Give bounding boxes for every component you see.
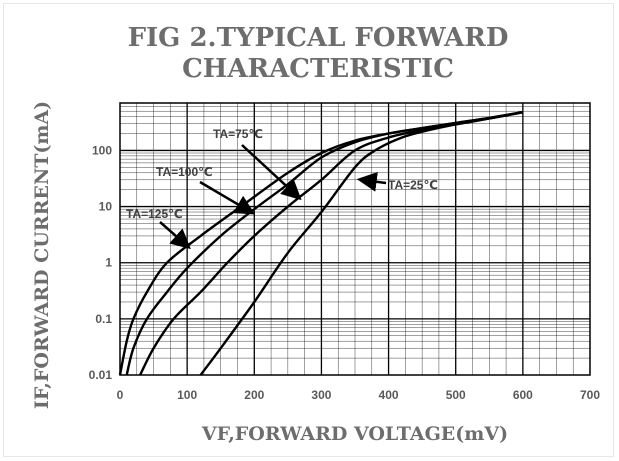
chart-title-line1: FIG 2.TYPICAL FORWARD xyxy=(128,23,509,53)
x-tick-label: 300 xyxy=(311,388,331,402)
y-tick-label: 1 xyxy=(105,256,112,270)
annotation-label: TA=25℃ xyxy=(388,178,438,192)
x-tick-label: 600 xyxy=(513,388,533,402)
annotation-arrow xyxy=(199,180,256,215)
annotation-arrow xyxy=(241,144,302,201)
x-tick-label: 700 xyxy=(580,388,600,402)
y-tick-labels: 0.01 0.1 1 10 100 xyxy=(89,143,113,382)
x-tick-label: 100 xyxy=(177,388,197,402)
annotation-label: TA=100℃ xyxy=(156,165,213,179)
x-axis-title: VF,FORWARD VOLTAGE(mV) xyxy=(201,423,508,445)
annotation-layer: TA=75℃ TA=100℃ TA=125℃ TA=25℃ xyxy=(126,127,438,250)
x-tick-label: 400 xyxy=(379,388,399,402)
y-tick-label: 0.1 xyxy=(95,312,112,326)
x-tick-labels: 0 100 200 300 400 500 600 700 xyxy=(117,388,601,402)
annotation-arrow xyxy=(356,171,387,192)
annotation-label: TA=75℃ xyxy=(213,127,263,141)
x-tick-label: 200 xyxy=(244,388,264,402)
y-tick-label: 100 xyxy=(92,143,112,157)
x-tick-label: 500 xyxy=(446,388,466,402)
y-tick-label: 10 xyxy=(99,200,113,214)
annotation-arrow xyxy=(159,221,191,250)
chart-frame xyxy=(3,3,614,457)
grid-lines xyxy=(120,103,590,375)
series-line-3 xyxy=(199,111,524,376)
y-tick-label: 0.01 xyxy=(89,368,113,382)
chart-title-line2: CHARACTERISTIC xyxy=(182,54,454,84)
y-axis-title: IF,FORWARD CURRENT(mA) xyxy=(31,101,53,409)
x-tick-label: 0 xyxy=(117,388,124,402)
annotation-label: TA=125℃ xyxy=(126,207,183,221)
plot-border xyxy=(119,102,591,376)
